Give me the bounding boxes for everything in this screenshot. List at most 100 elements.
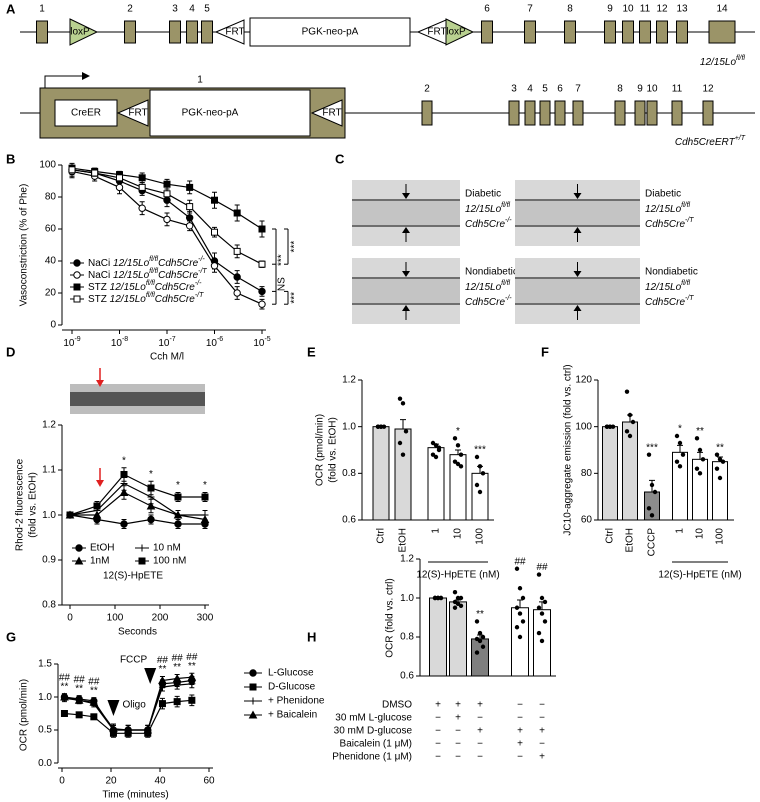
data-point [480,644,486,649]
tick-text: 10 [253,338,265,349]
data-point [430,440,436,446]
data-point [455,461,461,467]
exon [539,100,551,126]
text-sup: fl/fl [149,268,158,275]
exon [124,20,136,44]
condition-sign: − [435,726,441,737]
tick-label: 1.0 [342,421,356,432]
data-point [458,464,464,469]
exon-label: 12 [656,4,668,15]
tick-label: 0 [59,776,65,787]
point [158,675,167,684]
data-point [433,443,439,448]
significance: NS [277,277,288,291]
data-point [536,630,542,636]
exon [708,20,736,44]
exon-label: 8 [567,4,573,15]
point [138,183,146,191]
bar [672,451,688,521]
significance: ** [476,609,484,620]
error-bar [400,419,406,429]
exon [524,100,536,126]
exon [622,20,634,44]
legend-label: 1nM [90,556,109,567]
point [201,493,209,501]
significance: ## [186,652,198,663]
condition-sign: − [435,752,441,763]
point [163,215,171,224]
injection-arrow [107,700,120,716]
exon [186,20,198,44]
data-point [624,389,630,394]
tick-label: 0.9 [42,555,56,566]
tick-label: 0.8 [342,468,356,479]
loxp-label: loxP [70,27,90,38]
text-italic: Cdh5CreERT [675,137,736,148]
condition-sign: − [477,752,483,763]
point [68,166,76,174]
cassette-label: PGK-neo-pA [182,108,239,119]
x-axis-label: Seconds [118,627,157,638]
exon [169,20,181,44]
panel-label: G [6,629,16,644]
point [258,260,266,268]
condition-sign: + [455,700,461,711]
exon [702,100,714,126]
data-point [474,482,480,488]
annotation: Oligo [122,700,146,711]
tick-label: 1.0 [38,692,52,703]
exon-label: 11 [672,84,683,95]
tick-text: 1.0 [342,421,356,432]
significance: ** [90,685,98,696]
significance: ** [159,664,167,675]
exon [554,100,566,126]
x-axis-label: Cch M/l [150,352,184,363]
y-axis-label: (fold vs. EtOH) [28,472,39,538]
exon-label: 11 [640,4,651,15]
significance: * [456,426,460,437]
legend-label: 100 nM [153,556,186,567]
x-tick-label: EtOH [625,528,636,552]
data-point [400,401,406,406]
significance: * [678,424,682,435]
exon [646,100,658,126]
exon-label: 1 [39,4,45,15]
exon-label: 8 [617,84,623,95]
text-sup: -/T [685,295,694,302]
panel-label: B [6,151,15,166]
series-line [70,491,206,521]
x-tick-label: EtOH [398,528,409,552]
exon-label: 3 [172,4,178,15]
y-axis-label: Vasoconstriction (% of Phe) [19,184,30,307]
exon [36,20,48,44]
point [173,698,181,706]
data-point [520,595,526,601]
exon [481,20,493,44]
point [60,710,68,717]
exon-label: 6 [484,4,490,15]
significance: * [122,455,126,466]
series-line [69,514,205,525]
data-point [536,605,542,610]
bar [394,428,412,521]
point [233,209,241,217]
frt-label: FRT [427,27,446,38]
point [74,556,84,565]
text-sup: fl/fl [681,202,690,209]
exon [676,20,688,44]
arrowhead [573,271,582,277]
data-point [378,424,384,429]
significance: ## [88,676,100,687]
legend-label: + Phenidone [268,696,325,707]
tick-label: 0.8 [42,600,56,611]
text-sup: -/- [505,295,512,302]
data-point [514,605,520,610]
condition-sign: + [477,700,483,711]
data-point [477,489,483,495]
point [119,487,129,496]
point [73,271,81,279]
tick-label: 0.0 [38,758,52,769]
injection-arrow [144,668,157,684]
y-axis-label: OCR (pmol/min) [315,414,326,486]
